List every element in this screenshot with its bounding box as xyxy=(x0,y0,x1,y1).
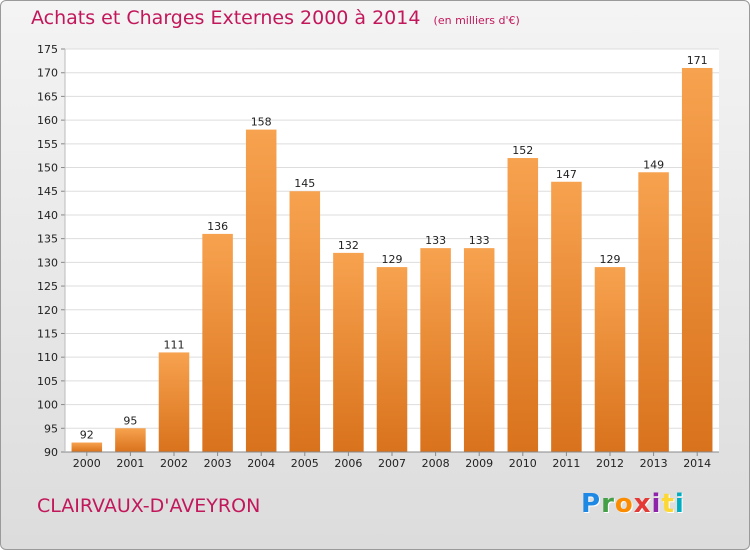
y-tick-label: 140 xyxy=(37,209,58,222)
data-label-2000: 92 xyxy=(80,429,94,442)
y-tick-label: 105 xyxy=(37,375,58,388)
bar-2005[interactable] xyxy=(289,191,321,452)
bar-2006[interactable] xyxy=(333,252,364,452)
logo-letter: P xyxy=(581,489,602,519)
y-tick-label: 165 xyxy=(37,90,58,103)
data-label-2011: 147 xyxy=(556,168,577,181)
commune-name: CLAIRVAUX-D'AVEYRON xyxy=(37,495,261,517)
data-label-2014: 171 xyxy=(687,54,708,67)
y-tick-label: 100 xyxy=(37,399,58,412)
x-tick-label-2012: 2012 xyxy=(596,457,624,470)
bar-2007[interactable] xyxy=(376,267,408,452)
data-label-2007: 129 xyxy=(382,253,403,266)
data-label-2002: 111 xyxy=(164,338,185,351)
data-label-2003: 136 xyxy=(207,220,228,233)
bar-2000[interactable] xyxy=(71,442,103,452)
bar-2001[interactable] xyxy=(115,428,146,452)
x-tick-label-2014: 2014 xyxy=(683,457,711,470)
chart-subtitle: (en milliers d'€) xyxy=(433,14,520,27)
bar-2012[interactable] xyxy=(594,267,626,452)
bar-2011[interactable] xyxy=(551,181,582,453)
y-tick-label: 155 xyxy=(37,138,58,151)
title-block: Achats et Charges Externes 2000 à 2014 (… xyxy=(31,7,520,29)
logo-letter: o xyxy=(614,489,634,519)
bars: 92 95 111 136 158 145 132 129 133 133 152 147 129 149… xyxy=(71,54,713,453)
data-label-2008: 133 xyxy=(425,234,446,247)
bar-2009[interactable] xyxy=(463,248,495,452)
y-tick-label: 150 xyxy=(37,162,58,175)
data-label-2005: 145 xyxy=(294,177,315,190)
bar-2003[interactable] xyxy=(202,233,233,452)
y-tick-label: 170 xyxy=(37,67,58,80)
x-tick-label-2011: 2011 xyxy=(552,457,580,470)
bar-2004[interactable] xyxy=(245,129,277,452)
data-label-2001: 95 xyxy=(123,414,137,427)
x-tick-label-2010: 2010 xyxy=(509,457,537,470)
bar-2013[interactable] xyxy=(638,172,669,453)
y-tick-label: 90 xyxy=(44,446,58,459)
data-label-2013: 149 xyxy=(643,158,664,171)
chart-title: Achats et Charges Externes 2000 à 2014 xyxy=(31,7,421,29)
bar-2008[interactable] xyxy=(420,248,451,452)
y-tick-label: 160 xyxy=(37,114,58,127)
y-tick-label: 115 xyxy=(37,327,58,340)
y-tick-label: 145 xyxy=(37,185,58,198)
bar-2002[interactable] xyxy=(158,352,190,452)
data-label-2004: 158 xyxy=(251,116,272,129)
proxiti-logo[interactable]: Proxiti xyxy=(581,489,685,519)
y-tick-label: 95 xyxy=(44,422,58,435)
x-tick-label-2013: 2013 xyxy=(640,457,668,470)
y-axis-ticks: 90 95 100 105 110 115 120 125 130 135 140 145 150 155… xyxy=(37,43,65,459)
bar-2010[interactable] xyxy=(507,158,539,452)
x-tick-label-2008: 2008 xyxy=(422,457,450,470)
data-label-2010: 152 xyxy=(512,144,533,157)
y-tick-label: 110 xyxy=(37,351,58,364)
y-tick-label: 125 xyxy=(37,280,58,293)
x-tick-label-2000: 2000 xyxy=(73,457,101,470)
bar-2014[interactable] xyxy=(681,67,713,452)
x-tick-label-2001: 2001 xyxy=(116,457,144,470)
data-label-2006: 132 xyxy=(338,239,359,252)
x-tick-label-2009: 2009 xyxy=(465,457,493,470)
y-tick-label: 135 xyxy=(37,233,58,246)
logo-letter: i xyxy=(674,489,685,519)
x-axis-ticks: 2000 2001 2002 2003 2004 2005 2006 2007 2008 2009… xyxy=(73,452,711,470)
x-tick-label-2006: 2006 xyxy=(334,457,362,470)
data-label-2012: 129 xyxy=(600,253,621,266)
logo-letter: r xyxy=(601,489,615,519)
x-tick-label-2005: 2005 xyxy=(291,457,319,470)
x-tick-label-2003: 2003 xyxy=(204,457,232,470)
logo-letter: i xyxy=(651,489,662,519)
data-label-2009: 133 xyxy=(469,234,490,247)
y-tick-label: 130 xyxy=(37,256,58,269)
x-tick-label-2002: 2002 xyxy=(160,457,188,470)
x-tick-label-2007: 2007 xyxy=(378,457,406,470)
x-tick-label-2004: 2004 xyxy=(247,457,275,470)
y-tick-label: 175 xyxy=(37,43,58,56)
y-tick-label: 120 xyxy=(37,304,58,317)
logo-letter: t xyxy=(661,489,675,519)
logo-letter: x xyxy=(633,489,652,519)
